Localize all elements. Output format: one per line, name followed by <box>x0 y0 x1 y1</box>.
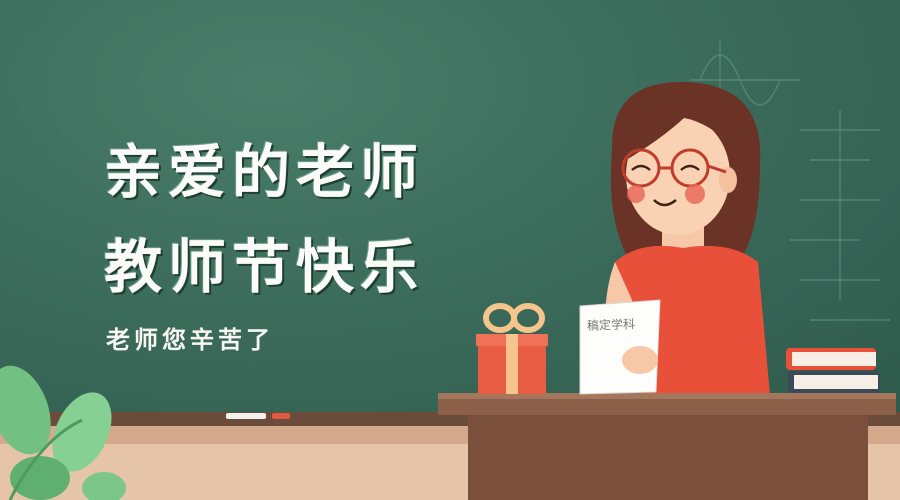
paper-sheet <box>579 299 661 395</box>
books-stack <box>786 348 880 393</box>
plant-leaves <box>0 365 126 500</box>
title-line-1: 亲爱的老师 <box>104 138 425 206</box>
red-chalk <box>272 413 290 419</box>
title-line-2: 教师节快乐 <box>104 233 425 301</box>
gift-box <box>476 303 548 394</box>
paper-label: 稿定学科 <box>586 317 636 333</box>
subtitle: 老师您辛苦了 <box>106 325 274 354</box>
desk <box>438 393 896 500</box>
white-chalk <box>226 413 266 419</box>
